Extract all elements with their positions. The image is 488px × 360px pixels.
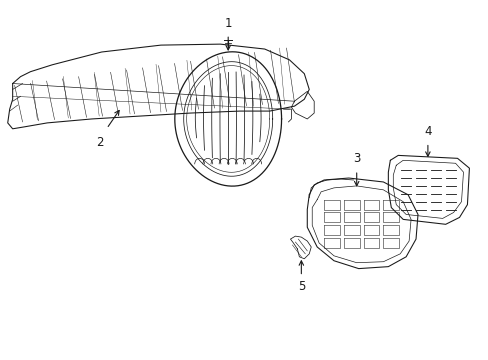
Text: 1: 1: [224, 17, 231, 30]
Text: 4: 4: [423, 125, 431, 138]
Text: 5: 5: [297, 280, 305, 293]
Text: 3: 3: [352, 152, 360, 165]
Text: 2: 2: [96, 136, 103, 149]
